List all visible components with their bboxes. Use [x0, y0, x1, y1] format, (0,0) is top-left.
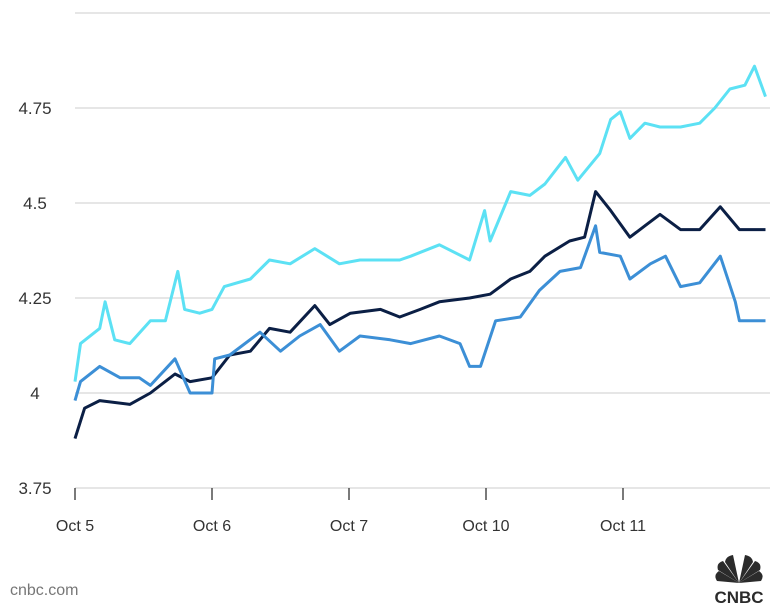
x-tick-label: Oct 10 [462, 518, 509, 535]
series-blue-line [73, 224, 766, 402]
x-tick-label: Oct 7 [330, 518, 368, 535]
y-tick-label: 4.25 [18, 289, 51, 308]
x-tick-label: Oct 11 [600, 518, 646, 535]
series-lines [73, 64, 767, 440]
logo-text: CNBC [714, 588, 763, 605]
x-tick-label: Oct 5 [56, 518, 94, 535]
series-cyan-line [73, 64, 767, 382]
y-tick-label: 3.75 [18, 479, 51, 498]
series-navy-line [73, 190, 766, 440]
y-tick-label: 4 [30, 384, 39, 403]
cnbc-peacock-logo-icon: CNBC [714, 555, 764, 605]
x-tick-label: Oct 6 [193, 518, 231, 535]
y-axis-labels: 3.75 4 4.25 4.5 4.75 [18, 99, 51, 498]
y-tick-label: 4.75 [18, 99, 51, 118]
x-axis: Oct 5 Oct 6 Oct 7 Oct 10 Oct 11 [56, 488, 646, 535]
source-label: cnbc.com [10, 582, 79, 599]
y-tick-label: 4.5 [23, 194, 47, 213]
